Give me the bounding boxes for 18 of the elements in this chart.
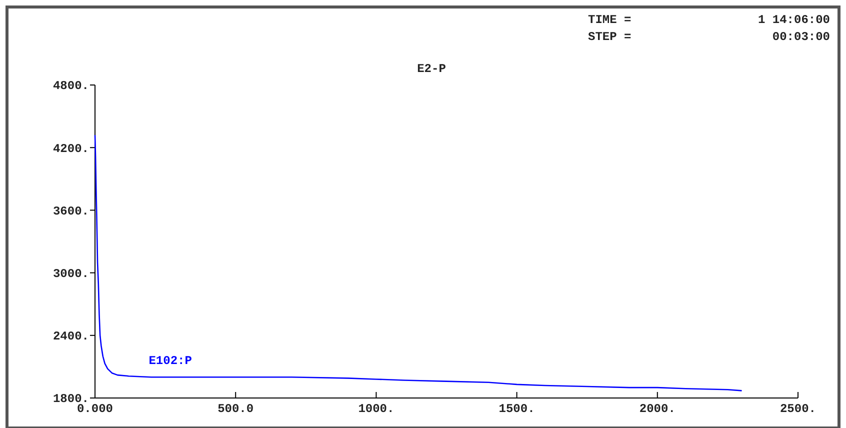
text: TIME = xyxy=(588,13,632,27)
line-series xyxy=(94,134,742,392)
x-tick-label: 1500. xyxy=(498,402,535,416)
y-tick-label: 4800. xyxy=(52,79,89,94)
x-tick-label: 2500. xyxy=(780,402,816,416)
text: STEP = xyxy=(588,30,632,44)
y-tick-label: 2400. xyxy=(52,330,89,344)
y-tick-label: 3000. xyxy=(52,267,89,281)
x-tick-label: 500.0 xyxy=(218,402,254,416)
x-tick-label: 1000. xyxy=(358,402,394,416)
x-tick-label: 0.000 xyxy=(76,402,114,416)
series-label: E102:P xyxy=(148,354,192,368)
text: 1 14:06:00 xyxy=(758,13,830,27)
chart-title: E2-P xyxy=(417,62,446,76)
y-tick-label: 4200. xyxy=(52,142,89,156)
text: 00:03:00 xyxy=(772,30,830,44)
x-tick-label: 2000. xyxy=(639,402,676,416)
y-tick-label: 3600. xyxy=(52,204,89,218)
